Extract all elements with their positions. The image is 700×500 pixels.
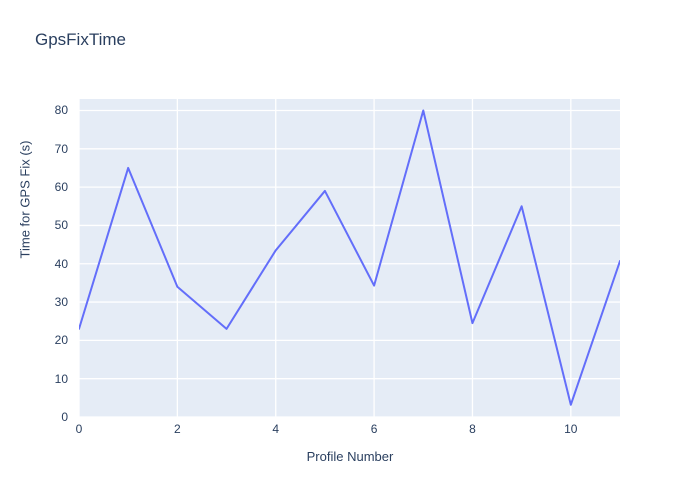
x-tick-label: 6 xyxy=(370,422,378,436)
y-tick-label: 20 xyxy=(54,333,68,348)
y-axis-title: Time for GPS Fix (s) xyxy=(17,140,33,259)
x-tick-label: 8 xyxy=(469,422,476,436)
y-tick-label: 30 xyxy=(54,295,68,310)
y-tick-label: 40 xyxy=(54,256,68,271)
y-tick-label: 60 xyxy=(54,180,68,195)
line-chart-svg xyxy=(79,99,620,417)
x-tick-label: 4 xyxy=(272,422,280,436)
horizontal-gridlines xyxy=(79,109,620,417)
y-tick-label: 0 xyxy=(61,410,68,424)
plot-area xyxy=(79,99,620,417)
page-title: GpsFixTime xyxy=(35,30,126,49)
x-tick-label: 2 xyxy=(174,422,181,436)
x-tick-label: 10 xyxy=(564,422,578,436)
y-tick-label: 80 xyxy=(54,103,68,118)
y-tick-label: 70 xyxy=(54,141,68,156)
y-tick-label: 10 xyxy=(54,371,68,386)
x-tick-label: 0 xyxy=(75,422,83,436)
x-axis-title: Profile Number xyxy=(306,449,394,464)
data-series-line xyxy=(79,109,620,406)
vertical-gridlines xyxy=(79,99,572,417)
y-tick-label: 50 xyxy=(54,218,68,233)
